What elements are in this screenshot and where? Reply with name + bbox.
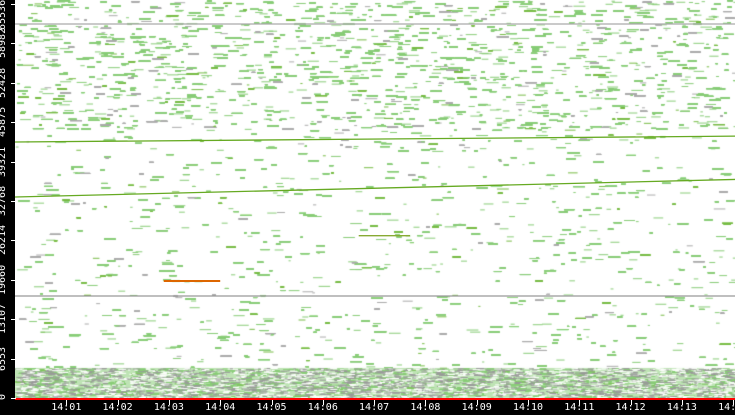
x-tick <box>579 400 581 405</box>
y-tick <box>11 398 16 399</box>
y-tick <box>11 201 16 202</box>
y-tick <box>11 240 16 242</box>
x-tick-label: 14:11 <box>564 402 595 413</box>
y-tick <box>11 161 16 163</box>
x-tick <box>271 400 273 405</box>
y-tick <box>11 122 16 124</box>
x-tick-label: 14:06 <box>307 402 338 413</box>
y-tick-label: 65536 <box>0 0 8 30</box>
y-tick-label: 58982 <box>0 28 8 59</box>
x-tick <box>168 400 170 405</box>
y-tick-label: 6553 <box>0 346 8 371</box>
x-tick <box>66 400 68 405</box>
plot-area <box>15 0 735 399</box>
y-tick-label: 45875 <box>0 107 8 138</box>
x-tick-label: 14:09 <box>461 402 492 413</box>
streak-line <box>15 178 735 198</box>
x-tick-label: 14:02 <box>102 402 133 413</box>
y-tick-label: 52428 <box>0 67 8 98</box>
y-tick <box>11 358 16 360</box>
x-tick-label: 14:03 <box>153 402 184 413</box>
x-tick <box>220 400 222 405</box>
x-tick-label: 14:13 <box>666 402 697 413</box>
y-tick-label: 39321 <box>0 146 8 177</box>
x-tick <box>425 400 427 405</box>
y-tick-label: 26214 <box>0 225 8 256</box>
x-tick-label: 14:14 <box>718 402 735 413</box>
y-tick-label: 19660 <box>0 264 8 295</box>
streak-line <box>15 135 735 143</box>
x-tick <box>733 400 735 405</box>
y-tick-label: 32768 <box>0 185 8 216</box>
y-tick <box>11 279 16 281</box>
x-tick-label: 14:04 <box>205 402 236 413</box>
x-tick <box>476 400 478 405</box>
x-tick <box>528 400 529 405</box>
y-tick <box>11 319 16 321</box>
x-tick <box>117 400 119 405</box>
x-tick <box>681 400 683 405</box>
point-cloud <box>15 0 735 399</box>
x-tick-label: 14:01 <box>51 402 82 413</box>
x-tick <box>374 400 376 405</box>
y-tick <box>11 43 16 45</box>
x-tick <box>322 400 324 405</box>
x-tick-label: 14:12 <box>615 402 646 413</box>
y-tick <box>11 82 16 84</box>
streak-layer <box>15 23 735 297</box>
x-tick-label: 14:07 <box>359 402 390 413</box>
x-tick <box>630 400 632 405</box>
x-tick-label: 14:08 <box>410 402 441 413</box>
y-tick <box>11 4 16 5</box>
x-tick-label: 14:05 <box>256 402 287 413</box>
x-tick-label: 14:10 <box>512 402 544 413</box>
x-axis-line <box>15 398 735 400</box>
y-tick-label: 13107 <box>0 304 8 335</box>
y-tick-label: 0 <box>0 394 8 400</box>
